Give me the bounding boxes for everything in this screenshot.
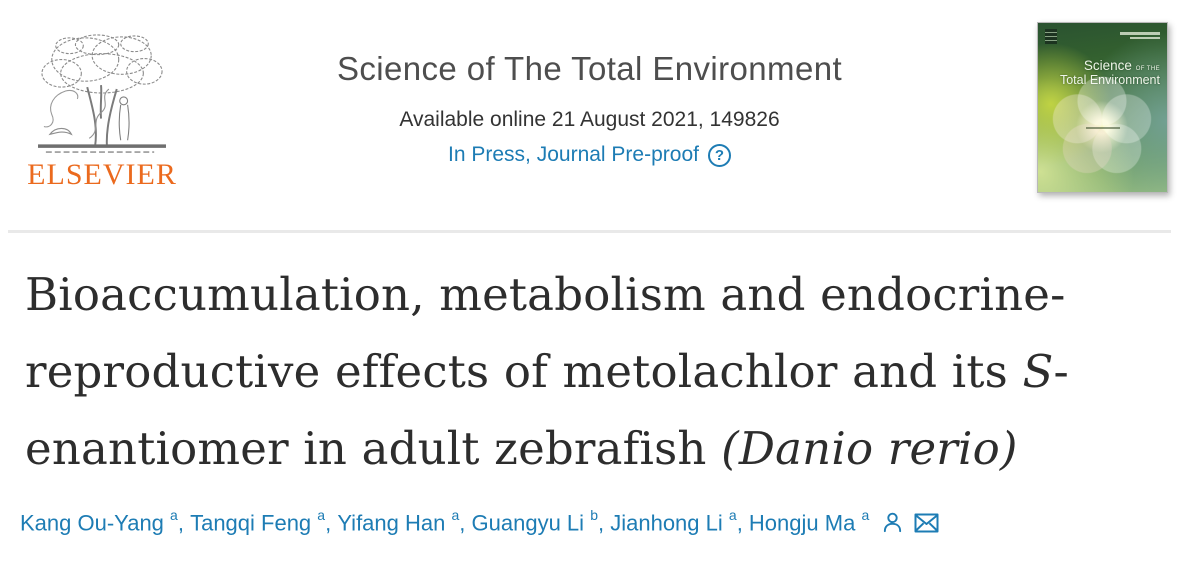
author-icons: [881, 511, 939, 534]
author-affiliation: a: [170, 507, 178, 523]
envelope-icon[interactable]: [914, 513, 939, 533]
article-title: Bioaccumulation, metabolism and endocrin…: [25, 268, 1069, 475]
journal-cover-thumbnail[interactable]: Science of the Total Environment: [1037, 22, 1168, 193]
author-affiliation: b: [590, 507, 598, 523]
journal-banner: Science of The Total Environment Availab…: [190, 50, 989, 167]
author-link[interactable]: Tangqi Feng: [190, 510, 312, 536]
person-icon[interactable]: [881, 511, 904, 534]
help-icon[interactable]: ?: [707, 143, 731, 167]
elsevier-logo[interactable]: ELSEVIER: [26, 30, 178, 192]
author-link[interactable]: Hongju Ma: [748, 510, 856, 536]
journal-title-link[interactable]: Science of The Total Environment: [336, 50, 843, 87]
inpress-link[interactable]: In Press, Journal Pre-proof: [448, 143, 699, 166]
cover-flower-graphic: [1038, 23, 1167, 192]
availability-text: Available online 21 August 2021, 149826: [399, 108, 780, 131]
author-affiliation: a: [451, 507, 460, 523]
elsevier-tree-icon: [38, 34, 166, 153]
header-divider: [8, 230, 1171, 233]
author-link[interactable]: Kang Ou-Yang: [20, 510, 164, 536]
author-link[interactable]: Jianhong Li: [610, 510, 723, 536]
author-affiliation: a: [728, 507, 737, 523]
author-names: Kang Ou-Yang a, Tangqi Feng a, Yifang Ha…: [20, 507, 870, 536]
author-affiliation: a: [317, 507, 326, 523]
author-affiliation: a: [861, 507, 870, 523]
author-list: Kang Ou-Yang a, Tangqi Feng a, Yifang Ha…: [20, 507, 939, 536]
author-link[interactable]: Guangyu Li: [471, 510, 585, 536]
elsevier-wordmark: ELSEVIER: [27, 158, 177, 191]
author-link[interactable]: Yifang Han: [337, 510, 446, 536]
publication-status: In Press, Journal Pre-proof ?: [190, 143, 989, 167]
